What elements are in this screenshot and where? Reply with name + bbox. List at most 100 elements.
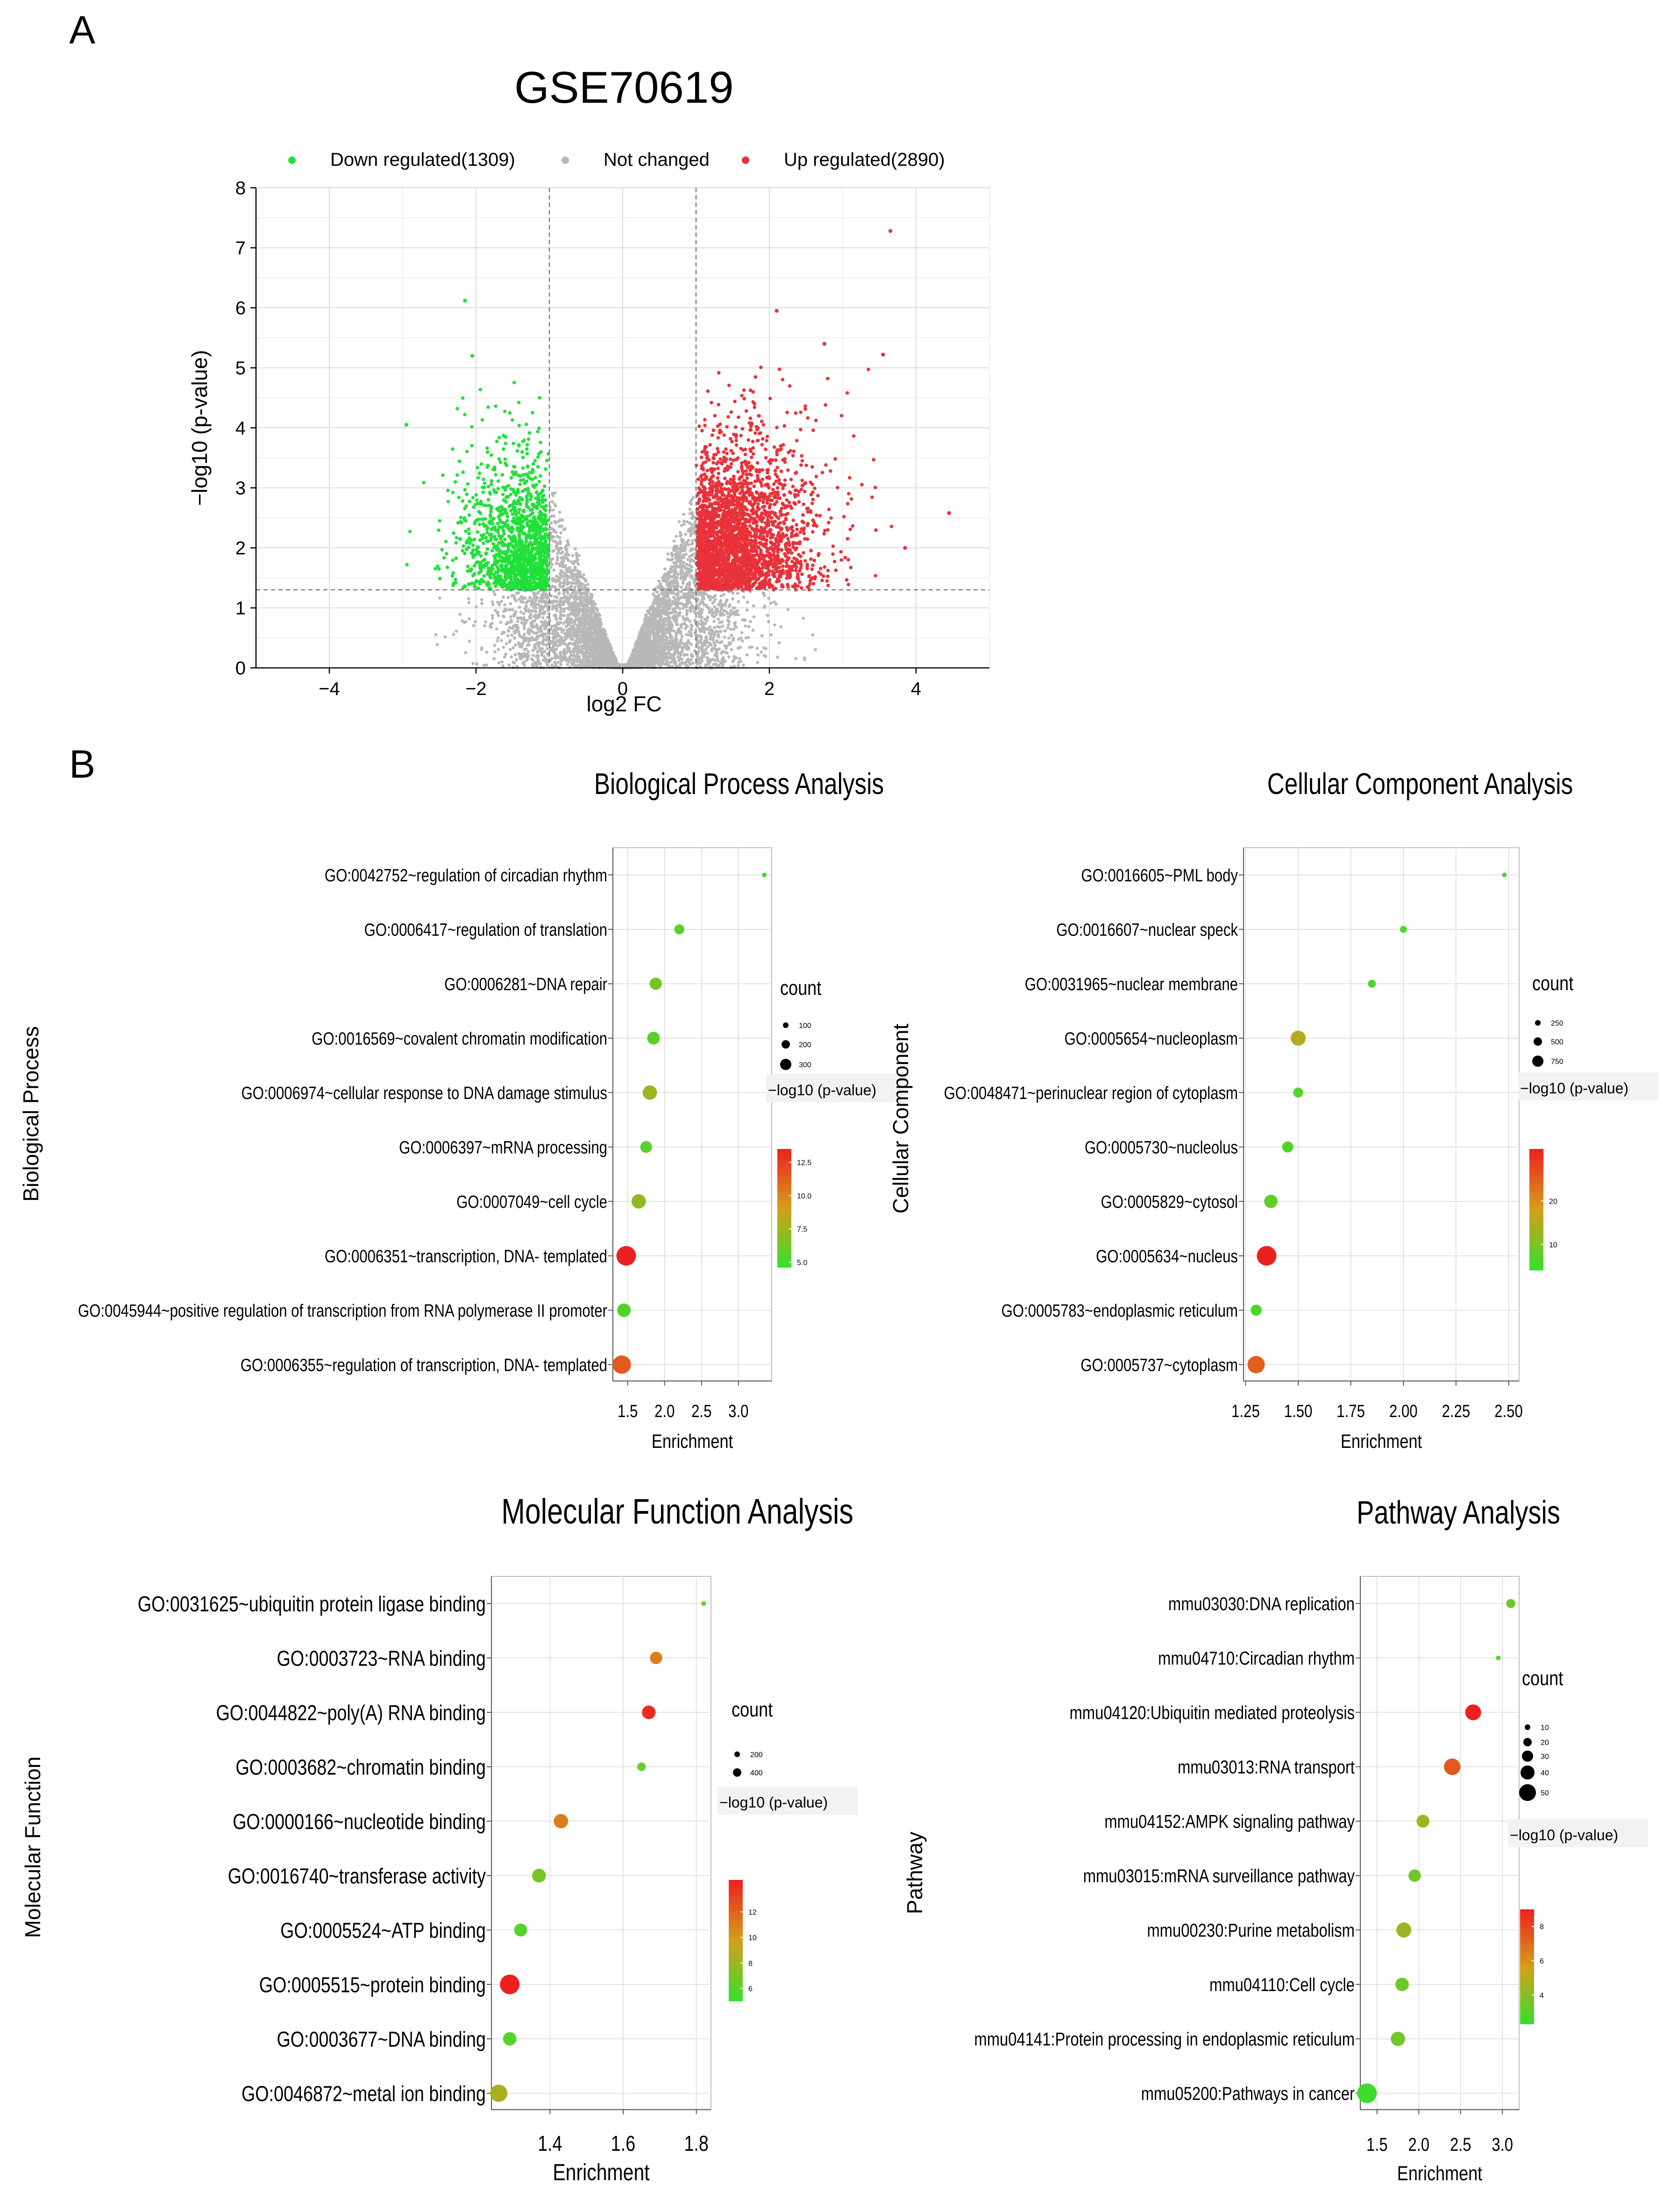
point-not-changed [564,638,568,641]
point-not-changed [480,602,483,605]
point-not-changed [531,598,534,602]
panel-label-a: A [69,8,96,52]
point-not-changed [716,630,719,633]
point-not-changed [516,619,519,623]
point-not-changed [685,624,689,628]
point-not-changed [675,620,678,624]
point-not-changed [503,631,506,634]
point-not-changed [739,636,743,640]
point-not-changed [510,618,513,622]
point-not-changed [672,661,676,665]
point-not-changed [703,644,707,647]
point-not-changed [725,651,729,655]
point-not-changed [513,636,516,639]
point-not-changed [559,638,562,641]
point-not-changed [656,642,660,646]
point-not-changed [729,641,733,645]
point-not-changed [660,591,664,595]
point-not-changed [675,623,679,626]
point-not-changed [732,637,735,640]
point-not-changed [679,625,683,629]
point-not-changed [742,596,746,599]
point-not-changed [689,502,693,506]
point-not-changed [525,658,528,662]
point-not-changed [636,638,640,642]
point-not-changed [721,624,725,628]
point-not-changed [528,616,532,620]
point-not-changed [677,520,681,524]
point-not-changed [506,634,510,638]
point-not-changed [746,653,749,657]
point-not-changed [727,623,730,627]
point-not-changed [531,653,535,657]
point-not-changed [596,609,599,612]
point-not-changed [740,631,744,634]
point-not-changed [575,617,578,621]
point-not-changed [531,663,534,666]
point-not-changed [670,575,673,579]
point-not-changed [679,534,682,538]
point-not-changed [504,609,508,612]
point-not-changed [558,617,561,620]
point-not-changed [672,645,676,649]
point-not-changed [668,652,672,656]
point-not-changed [648,658,652,662]
point-not-changed [554,504,557,508]
point-not-changed [527,632,531,636]
point-not-changed [705,652,709,655]
point-not-changed [746,636,750,639]
point-not-changed [584,593,588,596]
point-not-changed [729,627,732,631]
point-not-changed [691,513,695,517]
point-not-changed [713,644,717,647]
point-not-changed [682,617,685,621]
point-not-changed [744,636,748,640]
point-not-changed [681,581,685,585]
point-not-changed [522,612,526,616]
point-not-changed [713,594,717,597]
point-not-changed [567,643,570,646]
point-not-changed [688,555,691,559]
point-not-changed [542,596,546,600]
point-not-changed [506,596,510,599]
point-not-changed [567,543,570,547]
point-not-changed [769,633,773,637]
point-not-changed [561,585,564,589]
point-not-changed [557,576,561,580]
point-not-changed [482,664,486,667]
point-not-changed [503,603,506,607]
point-not-changed [575,552,578,555]
point-not-changed [524,655,528,658]
point-not-changed [562,653,566,657]
point-not-changed [552,535,555,539]
point-not-changed [668,632,672,636]
point-not-changed [719,614,722,617]
point-not-changed [538,609,542,612]
point-not-changed [794,657,797,660]
point-not-changed [716,659,720,662]
point-not-changed [573,585,576,589]
point-not-changed [568,568,572,572]
point-not-changed [589,592,592,596]
point-not-changed [660,599,664,603]
point-not-changed [538,599,541,603]
point-not-changed [728,603,732,607]
point-not-changed [490,614,494,617]
point-not-changed [519,610,523,614]
point-not-changed [599,629,603,632]
point-not-changed [766,614,769,617]
point-not-changed [700,645,704,648]
point-not-changed [504,652,508,656]
point-not-changed [566,662,569,666]
point-not-changed [572,661,576,665]
point-not-changed [656,602,660,606]
point-not-changed [556,552,559,555]
point-not-changed [443,635,447,638]
point-not-changed [509,615,512,618]
point-not-changed [741,663,745,667]
point-not-changed [540,629,543,633]
point-not-changed [518,605,521,609]
point-not-changed [530,603,533,606]
point-not-changed [526,644,529,647]
point-not-changed [567,553,570,557]
